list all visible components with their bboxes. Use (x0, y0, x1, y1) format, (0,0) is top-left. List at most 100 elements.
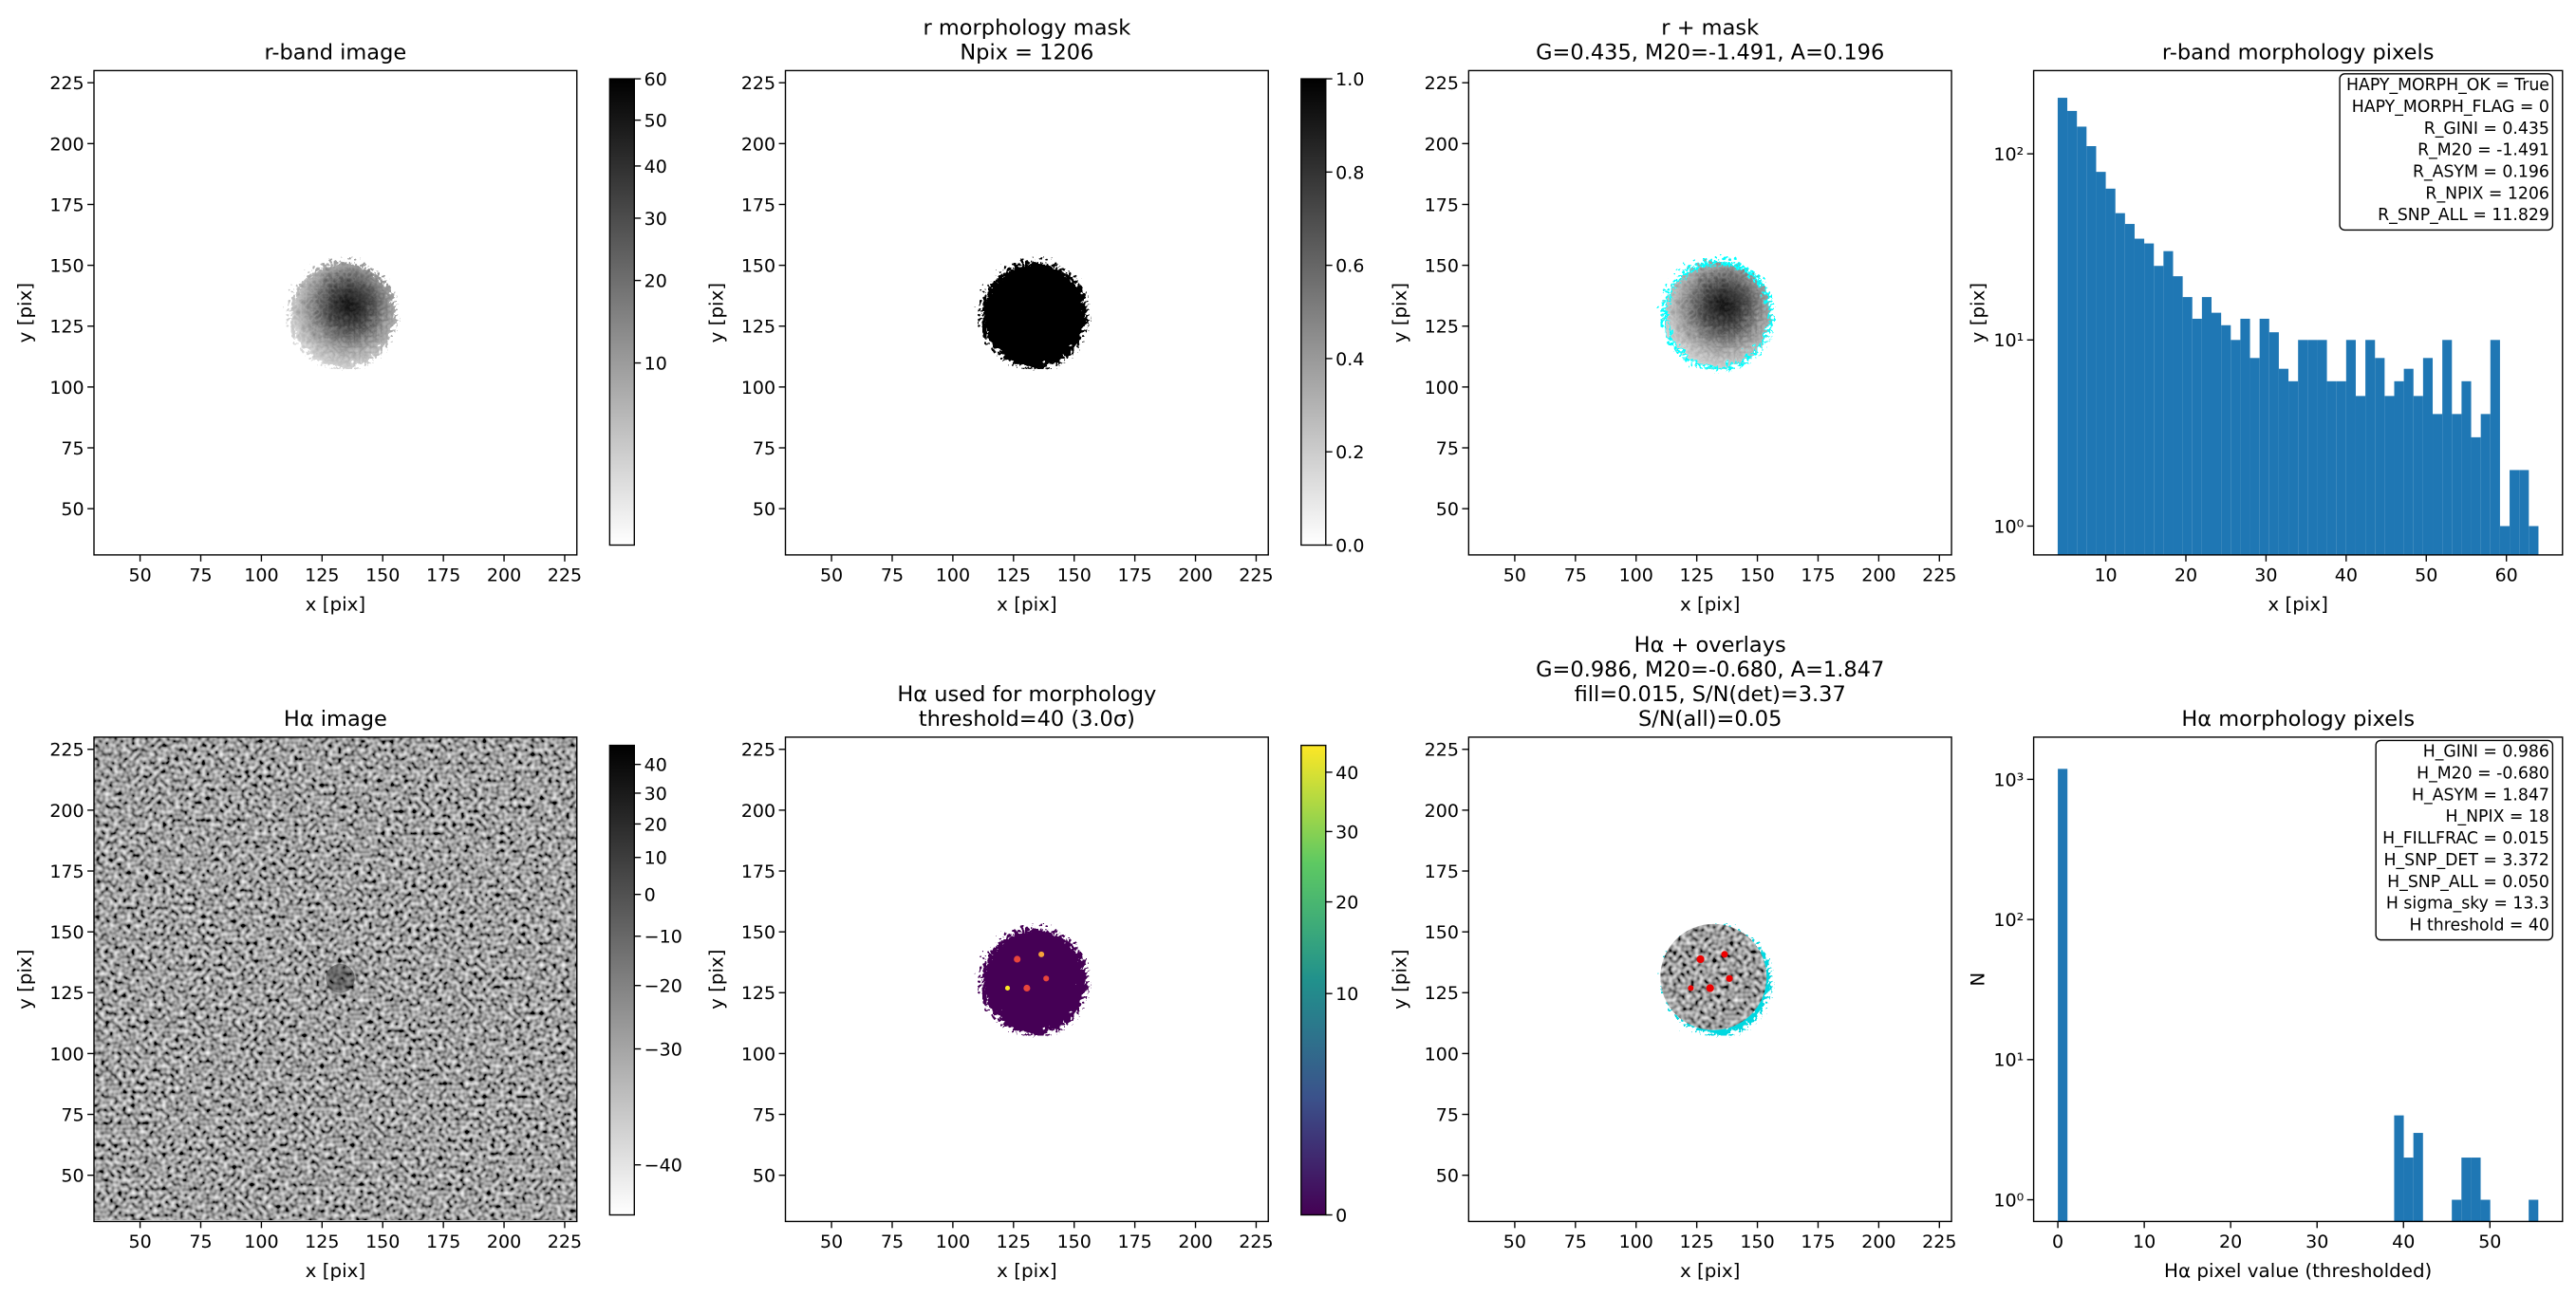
bar (2326, 380, 2337, 555)
x-tick-label: 175 (1801, 565, 1835, 586)
bar (2086, 146, 2097, 555)
y-axis-label: y [pix] (1390, 283, 1411, 343)
bar (2249, 358, 2260, 555)
bar (2375, 358, 2385, 555)
y-tick-label: 75 (61, 1104, 84, 1125)
y-tick-label: 125 (1425, 983, 1459, 1004)
y-tick-label: 200 (1425, 801, 1459, 822)
axes-frame (2032, 736, 2564, 1223)
bar (2259, 318, 2269, 555)
bar (2471, 436, 2481, 555)
y-tick-label: 150 (741, 922, 775, 943)
bar (2461, 380, 2472, 555)
y-tick-label: 10⁰ (1993, 1190, 2024, 1211)
chart-title: r morphology mask (924, 15, 1131, 40)
annotation-box: H_GINI = 0.986 H_M20 = -0.680 H_ASYM = 1.8… (2375, 739, 2554, 941)
x-tick-label: 225 (1239, 1232, 1273, 1252)
y-tick-label: 50 (61, 499, 84, 520)
colorbar (608, 78, 636, 547)
bar (2154, 266, 2164, 555)
y-tick-label: 125 (49, 983, 84, 1004)
x-tick-label: 125 (1679, 1232, 1713, 1252)
x-tick-label: 60 (2495, 565, 2518, 586)
y-tick-label: 200 (49, 801, 84, 822)
x-tick-label: 175 (426, 1232, 460, 1252)
colorbar-tick-label: 40 (644, 755, 667, 776)
y-tick-label: 75 (753, 1104, 775, 1125)
y-axis-label: y [pix] (706, 949, 728, 1010)
annotation-line: H_FILLFRAC = 0.015 (2382, 829, 2549, 848)
y-tick-label: 150 (49, 256, 84, 277)
x-tick-label: 225 (548, 565, 582, 586)
colorbar-tick-label: −40 (644, 1156, 682, 1177)
annotation-line: H_GINI = 0.986 (2423, 743, 2549, 762)
y-tick-label: 175 (741, 862, 775, 882)
annotation-line: H_NPIX = 18 (2445, 807, 2548, 826)
x-tick-label: 20 (2175, 565, 2197, 586)
bar (2480, 414, 2491, 555)
bar (2115, 213, 2125, 555)
y-tick-label: 200 (49, 134, 84, 155)
x-axis-label: x [pix] (997, 594, 1057, 616)
y-tick-label: 100 (1425, 378, 1459, 398)
annotation-frame (2339, 73, 2554, 232)
colorbar-tick-label: 0 (644, 885, 656, 906)
y-tick-label: 175 (1425, 195, 1459, 215)
y-tick-label: 200 (741, 134, 775, 155)
colorbar-tick-label: 30 (644, 784, 667, 805)
bar (2394, 1115, 2404, 1222)
bar (2298, 340, 2308, 555)
y-tick-label: 175 (741, 195, 775, 215)
bar (2124, 224, 2135, 555)
chart-title: Hα morphology pixels (2181, 707, 2415, 732)
y-tick-label: 175 (49, 862, 84, 882)
x-tick-label: 175 (1117, 565, 1151, 586)
colorbar-tick-label: 1.0 (1335, 69, 1364, 90)
x-tick-label: 175 (1801, 1232, 1835, 1252)
chart-title: G=0.986, M20=-0.680, A=1.847 (1536, 658, 1884, 682)
x-tick-label: 125 (997, 565, 1031, 586)
x-tick-label: 150 (1057, 565, 1092, 586)
y-tick-label: 100 (1425, 1044, 1459, 1065)
x-tick-label: 30 (2254, 565, 2277, 586)
y-tick-label: 50 (753, 1166, 775, 1187)
x-tick-label: 125 (305, 565, 339, 586)
colorbar-tick-label: 10 (644, 353, 667, 374)
annotation-line: H_M20 = -0.680 (2417, 765, 2549, 784)
annotation-line: H threshold = 40 (2409, 916, 2548, 935)
x-tick-label: 50 (820, 565, 843, 586)
x-axis-label: x [pix] (306, 594, 365, 616)
bar (2471, 1158, 2481, 1222)
bar (2442, 340, 2453, 555)
bar (2307, 340, 2318, 555)
bar (2201, 297, 2212, 555)
bar (2422, 358, 2434, 555)
bar (2134, 238, 2145, 555)
y-tick-label: 75 (753, 438, 775, 459)
colorbar-tick-label: −20 (644, 976, 682, 997)
x-tick-label: 175 (1117, 1232, 1151, 1252)
y-tick-label: 125 (49, 317, 84, 338)
x-axis-label: x [pix] (1680, 594, 1740, 616)
x-tick-label: 50 (2478, 1232, 2501, 1252)
axes-frame (784, 69, 1269, 556)
x-tick-label: 150 (365, 1232, 400, 1252)
colorbar-tick-label: 0.6 (1335, 256, 1364, 277)
x-tick-label: 150 (1740, 1232, 1774, 1252)
x-tick-label: 200 (1178, 565, 1212, 586)
annotation-line: H_SNP_DET = 3.372 (2383, 851, 2548, 870)
bar (2096, 172, 2106, 555)
x-axis-label: x [pix] (997, 1260, 1057, 1282)
x-tick-label: 75 (1564, 565, 1587, 586)
bar (2490, 340, 2500, 555)
bar (2433, 414, 2443, 555)
x-tick-label: 100 (244, 565, 278, 586)
bar (2268, 332, 2279, 555)
image (94, 737, 577, 1220)
bar (2144, 243, 2155, 555)
y-tick-label: 150 (741, 256, 775, 277)
y-tick-label: 125 (741, 317, 775, 338)
x-tick-label: 75 (1564, 1232, 1587, 1252)
annotation-frame (2375, 739, 2554, 941)
